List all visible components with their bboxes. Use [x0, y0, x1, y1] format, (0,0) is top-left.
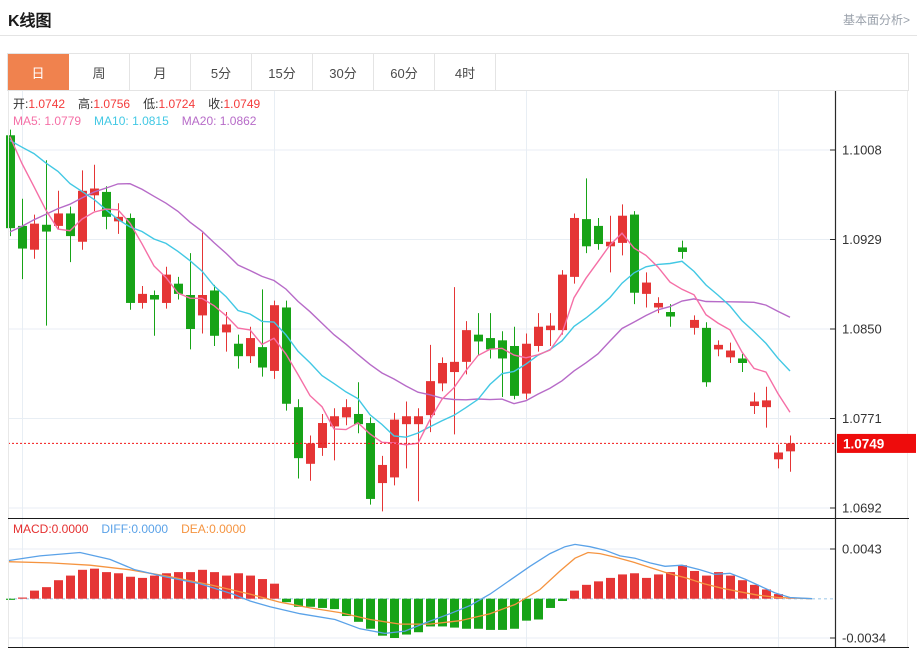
interval-tab-4[interactable]: 15分 [252, 54, 313, 90]
widget-header: K线图 基本面分析> [0, 0, 917, 35]
dea-line [7, 551, 813, 625]
fundamental-analysis-link[interactable]: 基本面分析> [842, 13, 910, 27]
macd-histogram-layer [6, 565, 795, 638]
svg-text:1.0749: 1.0749 [843, 436, 884, 451]
page-title: K线图 [8, 13, 52, 30]
axes-layer [8, 91, 909, 648]
candlesticks-layer [6, 129, 795, 512]
ma10-line [9, 139, 791, 438]
svg-text:1.0771: 1.0771 [842, 411, 882, 426]
svg-text:1.0692: 1.0692 [842, 501, 882, 516]
gridlines-layer [8, 91, 835, 647]
interval-tab-6[interactable]: 60分 [374, 54, 435, 90]
svg-text:1.0850: 1.0850 [842, 322, 882, 337]
current-price-tag: 1.0749 [837, 433, 916, 453]
svg-text:-0.0034: -0.0034 [842, 631, 886, 646]
interval-tabbar: 日周月 5分 15分 30分 60分 4时 [7, 53, 909, 91]
diff-line [7, 543, 813, 635]
interval-tab-3[interactable]: 5分 [191, 54, 252, 90]
interval-tab-7[interactable]: 4时 [435, 54, 496, 90]
interval-tab-0[interactable]: 日 [8, 54, 69, 90]
interval-tab-2[interactable]: 月 [130, 54, 191, 90]
price-axis-labels: 1.1008 1.0929 1.0850 1.0771 1.0692 0.0043 -0.0… [830, 143, 886, 646]
interval-tab-1[interactable]: 周 [69, 54, 130, 90]
chart-area: 1.1008 1.0929 1.0850 1.0771 1.0692 0.0043 -0.0… [0, 91, 917, 653]
interval-tab-5[interactable]: 30分 [313, 54, 374, 90]
svg-text:0.0043: 0.0043 [842, 542, 882, 557]
kline-chart-canvas[interactable]: 1.1008 1.0929 1.0850 1.0771 1.0692 0.0043 -0.0… [0, 91, 917, 653]
ma20-line [9, 182, 791, 405]
svg-text:1.1008: 1.1008 [842, 143, 882, 158]
header-divider [0, 35, 917, 36]
svg-text:1.0929: 1.0929 [842, 232, 882, 247]
